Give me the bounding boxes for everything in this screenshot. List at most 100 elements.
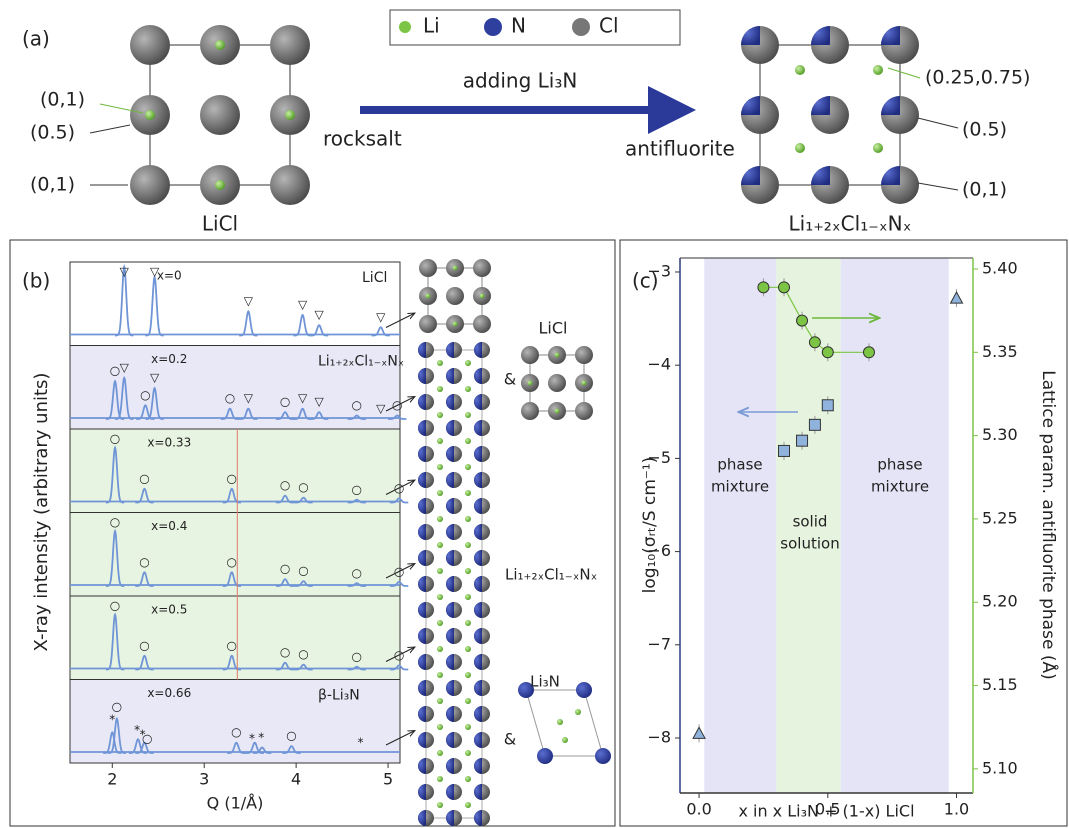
data-point bbox=[796, 314, 809, 327]
peak-marker: ○ bbox=[110, 599, 120, 613]
site-label: (0,1) bbox=[962, 179, 1007, 201]
peak-marker: ○ bbox=[225, 391, 235, 405]
peak-marker: ○ bbox=[286, 729, 296, 743]
n-half bbox=[474, 394, 482, 410]
pointer bbox=[385, 564, 414, 579]
cl-atom bbox=[575, 346, 593, 364]
xrd-peak bbox=[275, 578, 295, 587]
panel-c: 0.0 0.5 1.0 −3 −4 −5 −6 −7 −8 5.10 5.15 5.20 5.25 5.3… bbox=[640, 257, 1060, 821]
cl-atom bbox=[548, 374, 566, 392]
n-half bbox=[474, 342, 482, 358]
li3n-cell bbox=[525, 689, 604, 757]
li-atom bbox=[425, 293, 431, 299]
li-atom bbox=[437, 360, 443, 366]
peak-marker: ▽ bbox=[120, 360, 130, 374]
peak-marker: ▽ bbox=[150, 265, 160, 279]
y2-tick-label: 5.15 bbox=[982, 675, 1018, 694]
n-half bbox=[474, 706, 482, 722]
peak-marker: ○ bbox=[227, 555, 237, 569]
data-point bbox=[808, 336, 821, 349]
xrd-peak bbox=[222, 487, 241, 504]
arrow-label: adding Li₃N bbox=[463, 69, 578, 93]
n-half bbox=[418, 732, 426, 748]
n-half bbox=[446, 810, 454, 826]
n-half bbox=[446, 394, 454, 410]
peak-marker: ○ bbox=[142, 731, 152, 745]
li-atom bbox=[554, 352, 560, 358]
pointer bbox=[385, 648, 414, 662]
li-atom bbox=[575, 709, 581, 715]
li-atom bbox=[465, 438, 471, 444]
y2-tick-label: 5.30 bbox=[982, 425, 1018, 444]
n-wedge bbox=[811, 26, 830, 45]
region-annotation: solution bbox=[780, 535, 839, 553]
cl-atom bbox=[575, 402, 593, 420]
site-label: (0,1) bbox=[40, 89, 85, 111]
xrd-peak bbox=[293, 407, 312, 420]
n-wedge bbox=[811, 166, 830, 185]
panel-b-frame bbox=[9, 239, 616, 827]
li-atom bbox=[452, 265, 458, 271]
legend-swatch bbox=[484, 18, 502, 36]
li-atom bbox=[437, 542, 443, 548]
li-atom bbox=[437, 594, 443, 600]
peak-marker: ○ bbox=[110, 515, 120, 529]
peak-marker: ○ bbox=[140, 388, 150, 402]
y-tick-label: −8 bbox=[647, 728, 671, 747]
li-atom bbox=[873, 65, 883, 75]
n-half bbox=[418, 394, 426, 410]
li-atom bbox=[554, 408, 560, 414]
peak-marker: ○ bbox=[110, 364, 120, 378]
peak-marker: * bbox=[109, 712, 115, 726]
pointer bbox=[385, 731, 414, 746]
n-half bbox=[474, 472, 482, 488]
li-atom bbox=[452, 321, 458, 327]
cl-atom bbox=[419, 259, 437, 277]
n-half bbox=[446, 576, 454, 592]
peak-marker: * bbox=[134, 723, 140, 737]
composition-label: x=0.4 bbox=[151, 519, 187, 533]
phase-label: β-Li₃N bbox=[318, 688, 360, 704]
n-wedge bbox=[741, 166, 760, 185]
n-half bbox=[474, 732, 482, 748]
n-half bbox=[418, 550, 426, 566]
li-atom bbox=[557, 719, 563, 725]
li-atom bbox=[437, 750, 443, 756]
li-atom bbox=[465, 802, 471, 808]
li-atom bbox=[795, 143, 805, 153]
li-atom bbox=[437, 698, 443, 704]
li-atom bbox=[215, 40, 225, 50]
peak-marker: ○ bbox=[110, 432, 120, 446]
xrd-peak bbox=[105, 528, 125, 587]
region-annotation: phase bbox=[877, 456, 922, 474]
xrd-peak bbox=[227, 741, 246, 754]
li-atom bbox=[437, 464, 443, 470]
data-point bbox=[949, 291, 964, 304]
li-atom bbox=[581, 380, 587, 386]
peak-marker: ○ bbox=[280, 645, 290, 659]
xrd-peak bbox=[222, 654, 241, 671]
peak-marker: ○ bbox=[280, 478, 290, 492]
xrd-peak bbox=[107, 717, 127, 754]
legend-swatch bbox=[399, 21, 411, 33]
composition-label: x=0 bbox=[157, 269, 182, 283]
n-half bbox=[474, 368, 482, 384]
li-atom bbox=[465, 386, 471, 392]
n-half bbox=[418, 524, 426, 540]
structure-label: LiCl bbox=[539, 319, 568, 338]
region-annotation: phase bbox=[717, 456, 762, 474]
peak-marker: ▽ bbox=[298, 297, 308, 311]
xrd-peak bbox=[105, 379, 125, 420]
xrd-peak bbox=[105, 612, 125, 671]
peak-marker: * bbox=[258, 730, 264, 744]
peak-marker: ▽ bbox=[376, 402, 386, 416]
phase-label: Li₁₊₂ₓCl₁₋ₓNₓ bbox=[318, 354, 404, 370]
xrd-peak bbox=[222, 571, 241, 587]
n-half bbox=[418, 602, 426, 618]
n-half bbox=[474, 602, 482, 618]
n-half bbox=[474, 654, 482, 670]
leader bbox=[99, 103, 144, 114]
n-half bbox=[474, 628, 482, 644]
peak-marker: ▽ bbox=[244, 391, 254, 405]
x-tick-label: 5 bbox=[383, 770, 393, 789]
